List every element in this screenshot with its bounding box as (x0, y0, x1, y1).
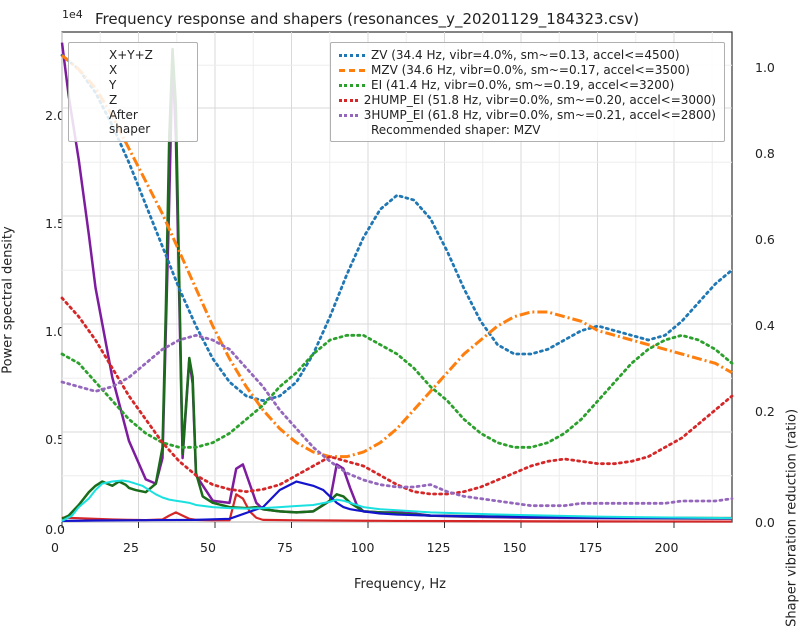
legend-item-z[interactable]: Z (77, 93, 189, 107)
legend-item-3hump-ei[interactable]: 3HUMP_EI (61.8 Hz, vibr=0.0%, sm~=0.21, … (339, 108, 716, 122)
legend-item-zv[interactable]: ZV (34.4 Hz, vibr=4.0%, sm~=0.13, accel<… (339, 48, 716, 62)
legend-item-y[interactable]: Y (77, 78, 189, 92)
legend-item-ei[interactable]: EI (41.4 Hz, vibr=0.0%, sm~=0.19, accel<… (339, 78, 716, 92)
legend-psd-series[interactable]: X+Y+Z X Y Z After shaper (68, 42, 198, 142)
legend-item-mzv[interactable]: MZV (34.6 Hz, vibr=0.0%, sm~=0.17, accel… (339, 63, 716, 77)
chart-container: 1e4 Frequency response and shapers (reso… (0, 0, 800, 600)
legend-item-2hump-ei[interactable]: 2HUMP_EI (51.8 Hz, vibr=0.0%, sm~=0.20, … (339, 93, 716, 107)
legend-item-xyz[interactable]: X+Y+Z (77, 48, 189, 62)
legend-recommended-shaper: Recommended shaper: MZV (371, 123, 716, 137)
legend-item-after-shaper[interactable]: After shaper (77, 108, 189, 136)
legend-item-x[interactable]: X (77, 63, 189, 77)
legend-shapers[interactable]: ZV (34.4 Hz, vibr=4.0%, sm~=0.13, accel<… (330, 42, 725, 142)
